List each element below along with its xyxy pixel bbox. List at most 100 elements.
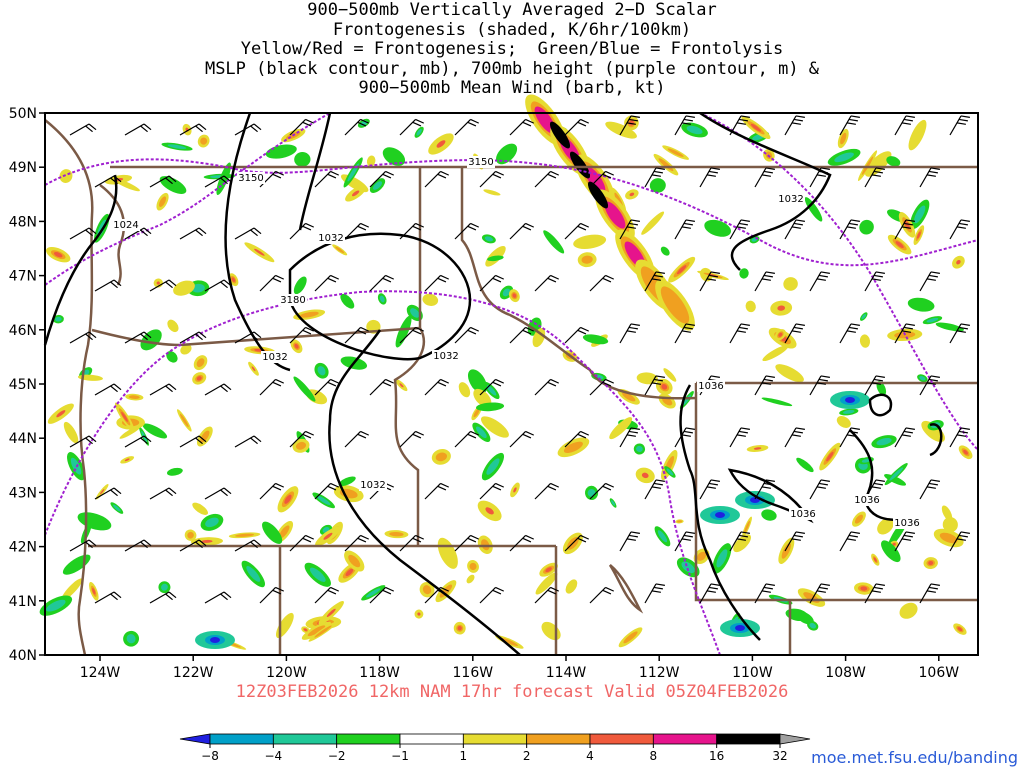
shading-blob — [663, 368, 677, 382]
shading-blob — [861, 458, 871, 463]
title-line: 900−500mb Mean Wind (barb, kt) — [358, 78, 666, 98]
colorbar-segment — [272, 733, 338, 745]
wind-barb — [69, 539, 97, 552]
shading-blob — [351, 190, 360, 197]
shading-blob — [907, 297, 935, 312]
wind-barb — [259, 170, 285, 188]
wind-barb — [179, 123, 207, 136]
wind-barb — [259, 482, 285, 500]
wind-barb — [564, 534, 590, 552]
title-line: Yellow/Red = Frontogenesis; Green/Blue =… — [240, 39, 784, 59]
shading-blob — [335, 246, 345, 254]
puget-sound — [99, 184, 126, 286]
wy-west-south-border — [694, 383, 978, 602]
shading-blob — [235, 533, 255, 537]
wind-barb — [259, 586, 285, 604]
source-url: moe.met.fsu.edu/banding — [811, 748, 1018, 767]
shading-blob — [304, 628, 308, 632]
lat-label: 41N — [9, 594, 37, 610]
shading-blob — [939, 532, 958, 544]
wind-barb — [644, 583, 665, 604]
wind-barb — [149, 279, 177, 292]
lon-label: 114W — [546, 665, 587, 681]
height-contour-label: 3150 — [468, 157, 493, 168]
wind-barb — [919, 375, 940, 396]
shading-blob — [826, 451, 834, 462]
wind-barb — [399, 222, 425, 240]
shading-blob — [113, 504, 121, 512]
wind-barb — [69, 435, 97, 448]
wind-barb — [204, 487, 232, 500]
wind-barb — [289, 534, 315, 552]
wind-barb — [204, 591, 232, 604]
wind-barb — [149, 591, 177, 604]
wind-barb — [369, 586, 395, 604]
shading-blob — [436, 140, 446, 148]
shading-blob — [957, 627, 963, 632]
shading-blob — [681, 561, 695, 574]
wind-barb — [69, 227, 97, 240]
lon-label: 120W — [266, 665, 307, 681]
wind-barb — [369, 274, 395, 292]
colorbar-segment — [589, 733, 654, 745]
shading-blob — [56, 410, 66, 418]
wind-barb — [699, 583, 720, 604]
shading-blob — [935, 322, 965, 332]
shading-blob — [860, 586, 868, 591]
shading-blob — [926, 317, 939, 323]
shading-blob — [809, 622, 817, 629]
wind-barb — [784, 219, 805, 240]
lat-label: 47N — [9, 269, 37, 285]
shading-blob — [340, 293, 355, 309]
idaho-montana-border — [460, 168, 697, 400]
wind-barb — [839, 531, 860, 552]
wind-barb — [424, 586, 450, 604]
shading-blob — [502, 288, 511, 297]
shading-blob — [99, 488, 105, 495]
lat-label: 42N — [9, 540, 37, 556]
shading-blob — [886, 156, 901, 167]
shading-blob — [159, 196, 167, 207]
shading-blob — [59, 169, 73, 183]
wind-barb — [864, 583, 885, 604]
shading-blob — [382, 147, 406, 166]
wind-barb — [619, 323, 640, 344]
title-line: Frontogenesis (shaded, K/6hr/100km) — [332, 19, 692, 40]
mslp-contour-1036-ring — [868, 393, 893, 417]
shading-blob — [859, 334, 871, 348]
shading-blob — [205, 517, 219, 528]
shading-blob — [899, 602, 918, 619]
lat-label: 44N — [9, 431, 37, 447]
shading-blob — [649, 178, 666, 193]
shading-blob — [458, 382, 471, 398]
shading-blob — [485, 507, 494, 515]
shading-blob — [777, 305, 786, 311]
lat-label: 48N — [9, 214, 37, 230]
shading-blob — [543, 230, 565, 254]
lon-label: 110W — [732, 665, 773, 681]
shading-blob — [293, 276, 307, 295]
lon-label: 108W — [825, 665, 866, 681]
contour-label-bg — [432, 350, 460, 362]
shading-blob — [345, 568, 354, 577]
front-band — [660, 286, 690, 324]
front-band-core — [549, 121, 571, 149]
wind-barb — [839, 115, 860, 136]
shading-blob — [623, 631, 638, 644]
contour-label-bg — [777, 193, 805, 205]
wind-barb — [894, 323, 915, 344]
shading-blob — [338, 476, 356, 487]
contour-label-bg — [789, 508, 817, 520]
height-contour-label: 3150 — [238, 173, 263, 184]
wind-barb — [314, 586, 340, 604]
wind-barb — [619, 219, 640, 240]
shading-blob — [917, 231, 921, 239]
wind-barb — [644, 375, 665, 396]
shading-blob — [77, 374, 103, 381]
wind-barb — [149, 175, 177, 188]
wind-barb — [619, 115, 640, 136]
wind-barb — [424, 378, 450, 396]
mslp-contour-label: 1032 — [433, 351, 458, 362]
wind-barb — [534, 482, 560, 500]
shading-blob — [696, 551, 707, 561]
